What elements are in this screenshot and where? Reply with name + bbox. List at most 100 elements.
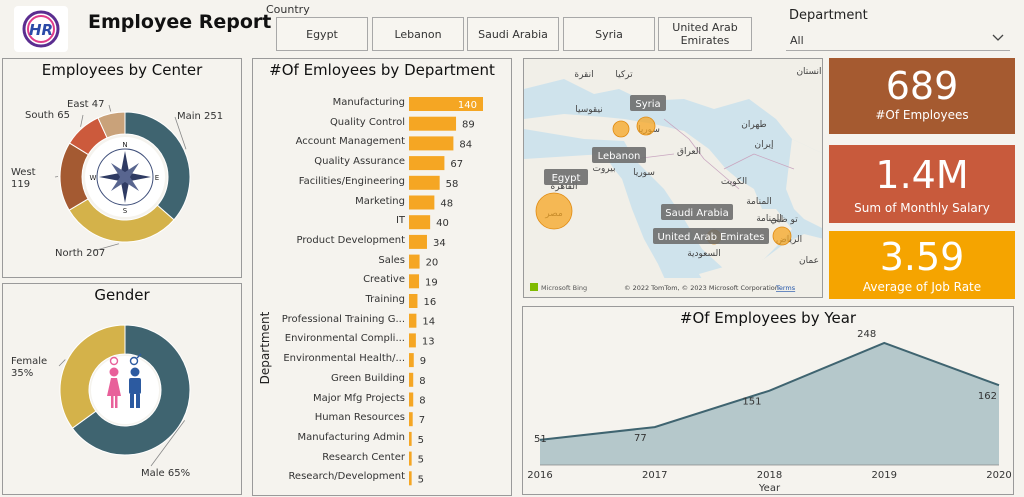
dept-bar-value: 67 bbox=[450, 159, 463, 170]
year-tick-label: 2020 bbox=[986, 470, 1011, 481]
year-data-label: 77 bbox=[634, 433, 647, 444]
compass-ring bbox=[96, 148, 154, 206]
slice-label-east: East 47 bbox=[67, 99, 104, 110]
dept-bar-value: 58 bbox=[446, 179, 459, 190]
year-axis-label: Year bbox=[758, 483, 781, 494]
dept-bar bbox=[409, 136, 454, 151]
map-place-name: طهران bbox=[741, 120, 766, 130]
map-place-name: العراق bbox=[677, 147, 701, 157]
dept-label: Quality Control bbox=[329, 116, 405, 128]
compass-needle-diag2 bbox=[111, 163, 139, 191]
country-filter-label: Country bbox=[266, 3, 310, 16]
leader-line bbox=[108, 104, 112, 112]
gender-icon bbox=[91, 353, 159, 424]
leader-line bbox=[150, 420, 186, 467]
department-filter-label: Department bbox=[789, 8, 868, 23]
map-attribution-left: Microsoft Bing bbox=[541, 284, 587, 292]
year-data-label: 248 bbox=[857, 329, 876, 340]
dept-bar bbox=[409, 353, 414, 368]
map-border bbox=[723, 153, 755, 170]
slice-label-north: North 207 bbox=[55, 248, 105, 259]
map-card[interactable]: انقرة تركيا انستان طهران إيران العراق الكويت ال… bbox=[523, 58, 823, 298]
male-head bbox=[130, 367, 140, 377]
map-bubble bbox=[636, 116, 656, 136]
year-tick-label: 2018 bbox=[757, 470, 782, 481]
country-button-united-arab-emirates[interactable]: United Arab Emirates bbox=[658, 17, 752, 51]
dept-bar-value: 8 bbox=[419, 376, 425, 387]
map-border bbox=[663, 118, 690, 140]
dept-bar-value: 9 bbox=[420, 356, 426, 367]
map-bubble bbox=[772, 226, 792, 246]
dept-label: Green Building bbox=[330, 372, 405, 384]
map-place-name: السعودية bbox=[687, 249, 721, 259]
dept-label: Sales bbox=[378, 254, 405, 266]
female-body bbox=[107, 378, 121, 396]
dept-bar-value: 7 bbox=[419, 415, 425, 426]
department-select[interactable]: All bbox=[786, 31, 1010, 51]
map-place-name: انقرة bbox=[574, 70, 593, 80]
map-border bbox=[753, 153, 795, 170]
slice-label-male: Male 65% bbox=[141, 468, 190, 479]
slice-label-main: Main 251 bbox=[177, 111, 223, 122]
slice-label-female: 35% bbox=[11, 368, 33, 379]
year-chart-title: #Of Employees by Year bbox=[679, 309, 857, 327]
hr-logo: HR bbox=[14, 6, 68, 52]
leader-line bbox=[174, 116, 187, 150]
dept-bar-value: 140 bbox=[458, 100, 477, 111]
kpi-value: 3.59 bbox=[879, 235, 965, 279]
map-place-name: سوريا bbox=[633, 168, 655, 178]
dept-label: Quality Assurance bbox=[314, 156, 405, 168]
dept-bar bbox=[409, 254, 420, 269]
year-data-label: 51 bbox=[534, 434, 547, 445]
kpi-label: #Of Employees bbox=[875, 108, 969, 122]
employees-by-center-card: Employees by Center Main 251 North 207 Wes… bbox=[2, 58, 242, 278]
dept-label: Creative bbox=[363, 274, 405, 286]
map-view[interactable]: انقرة تركيا انستان طهران إيران العراق الكويت ال… bbox=[524, 59, 823, 298]
dept-label: Marketing bbox=[355, 195, 405, 207]
slice-east bbox=[97, 111, 126, 139]
dept-bar-value: 16 bbox=[423, 297, 436, 308]
female-leg bbox=[111, 396, 114, 408]
dept-bar-value: 89 bbox=[462, 120, 475, 131]
dept-axis-label: Department bbox=[258, 311, 272, 385]
country-button-lebanon[interactable]: Lebanon bbox=[372, 17, 464, 51]
map-place-name: تركيا bbox=[615, 70, 633, 80]
map-place-name: نيقوسيا bbox=[575, 105, 602, 115]
dept-bar-value: 13 bbox=[422, 336, 435, 347]
kpi-value: 1.4M bbox=[875, 153, 969, 197]
map-terms-link[interactable]: Terms bbox=[775, 284, 796, 292]
male-symbol bbox=[129, 356, 139, 366]
dept-label: Major Mfg Projects bbox=[312, 392, 405, 404]
country-button-syria[interactable]: Syria bbox=[563, 17, 655, 51]
map-attribution-bar bbox=[524, 278, 822, 297]
map-place-name: إيران bbox=[754, 140, 773, 150]
map-bubble bbox=[535, 192, 573, 230]
dept-bar bbox=[409, 333, 416, 348]
map-land-iran-east bbox=[786, 139, 822, 228]
year-data-label: 162 bbox=[978, 391, 997, 402]
employees-by-department-card: #Of Emloyees by Department Department Ma… bbox=[252, 58, 512, 496]
year-area-chart: 2016 51 2017 77 2018 151 2019 248 2020 162 Year bbox=[527, 329, 1011, 494]
year-tick-label: 2019 bbox=[872, 470, 897, 481]
dept-label: Environmental Health/... bbox=[283, 353, 405, 365]
dept-bar bbox=[409, 431, 412, 446]
map-place-name: المنامة bbox=[756, 214, 782, 224]
map-country-label: Lebanon bbox=[598, 151, 641, 162]
map-country-label: Syria bbox=[635, 99, 660, 110]
department-select-value: All bbox=[790, 34, 804, 47]
kpi-label: Average of Job Rate bbox=[862, 280, 982, 294]
employees-by-year-card: #Of Employees by Year 2016 51 2017 77 2018 15… bbox=[522, 306, 1014, 495]
dept-bar bbox=[409, 313, 417, 328]
slice-label-south: South 65 bbox=[25, 110, 70, 121]
kpi-card: 689 #Of Employees bbox=[829, 58, 1015, 134]
gender-chart-title: Gender bbox=[94, 286, 150, 304]
male-symbol-arrow bbox=[136, 353, 142, 359]
kpi-value: 689 bbox=[885, 64, 959, 108]
dept-bar bbox=[409, 392, 414, 407]
country-button-egypt[interactable]: Egypt bbox=[276, 17, 368, 51]
dept-label: Training bbox=[365, 294, 405, 305]
country-button-saudi-arabia[interactable]: Saudi Arabia bbox=[467, 17, 559, 51]
year-tick-label: 2016 bbox=[527, 470, 552, 481]
year-line bbox=[539, 341, 1000, 441]
gender-icon-bg bbox=[91, 356, 159, 424]
